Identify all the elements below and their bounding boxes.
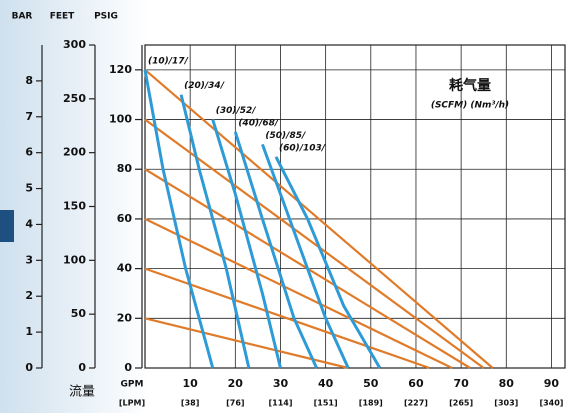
x2-tick-label: [227]: [404, 399, 428, 408]
series-label: (30)/52/: [216, 106, 257, 116]
y3-tick-label: 7: [25, 110, 33, 123]
series-label: (50)/85/: [265, 131, 306, 141]
x-tick-label: 10: [183, 377, 199, 390]
x2-tick-label: [114]: [268, 399, 292, 408]
series-label: (40)/68/: [238, 118, 279, 128]
y2-tick-label: 200: [63, 146, 86, 159]
y-label: PSIG: [94, 12, 118, 22]
series-label: (20)/34/: [184, 81, 225, 91]
y2-tick-label: 250: [63, 92, 86, 105]
y-tick-label: 60: [117, 212, 133, 225]
y3-tick-label: 0: [25, 361, 33, 374]
x2-tick-label: [303]: [494, 399, 518, 408]
x2-tick-label: [76]: [226, 399, 244, 408]
series-line: [233, 131, 318, 369]
y2-tick-label: 0: [78, 361, 86, 374]
x-tick-label: 30: [273, 377, 289, 390]
y3-label: BAR: [12, 12, 33, 22]
x-tick-label: 40: [318, 377, 334, 390]
x2-tick-label: [38]: [181, 399, 199, 408]
series-line: [144, 118, 485, 369]
y2-label: FEET: [50, 12, 75, 22]
series-line: [274, 156, 382, 369]
series-line: [144, 217, 453, 369]
y-tick-label: 0: [124, 361, 132, 374]
y-tick-label: 40: [117, 262, 133, 275]
y2-tick-label: 300: [63, 38, 86, 51]
series-line: [144, 267, 430, 370]
y3-tick-label: 6: [25, 146, 33, 159]
x2-label: [LPM]: [119, 399, 145, 408]
x-tick-label: 50: [363, 377, 379, 390]
decor: [0, 210, 14, 242]
chart-title: 耗气量: [449, 77, 491, 94]
x2-tick-label: [189]: [359, 399, 383, 408]
x-tick-label: 90: [544, 377, 560, 390]
series-line: [179, 94, 251, 369]
x2-tick-label: [151]: [314, 399, 338, 408]
x-tick-label: 20: [228, 377, 244, 390]
y-tick-label: 100: [109, 113, 132, 126]
plot-area: [145, 45, 565, 368]
series-line: [211, 119, 282, 369]
x-tick-label: 60: [408, 377, 424, 390]
y-tick-label: 20: [117, 311, 133, 324]
y3-tick-label: 4: [25, 217, 33, 230]
y3-tick-label: 8: [25, 74, 33, 87]
y3-tick-label: 3: [25, 253, 33, 266]
chart-subtitle: (SCFM) (Nm³/h): [431, 101, 509, 111]
series-label: (10)/17/: [148, 56, 189, 66]
y3-tick-label: 2: [25, 289, 33, 302]
series-line: [143, 69, 215, 369]
x2-tick-label: [265]: [449, 399, 473, 408]
series-line: [144, 69, 494, 369]
series-line: [261, 143, 350, 369]
series-label: (60)/103/: [279, 143, 326, 153]
plot-frame: [144, 44, 566, 369]
y3-tick-label: 1: [25, 325, 33, 338]
y-tick-label: 120: [109, 63, 132, 76]
x2-tick-label: [340]: [539, 399, 563, 408]
y3-tick-label: 5: [25, 182, 33, 195]
x-label: GPM: [121, 380, 144, 390]
x-tick-label: 80: [499, 377, 515, 390]
y2-tick-label: 150: [63, 200, 86, 213]
background: [0, 0, 150, 413]
y2-tick-label: 100: [63, 253, 86, 266]
y2-tick-label: 50: [71, 307, 87, 320]
x-caption: 流量: [69, 385, 95, 400]
y-tick-label: 80: [117, 162, 133, 175]
x-tick-label: 70: [453, 377, 469, 390]
